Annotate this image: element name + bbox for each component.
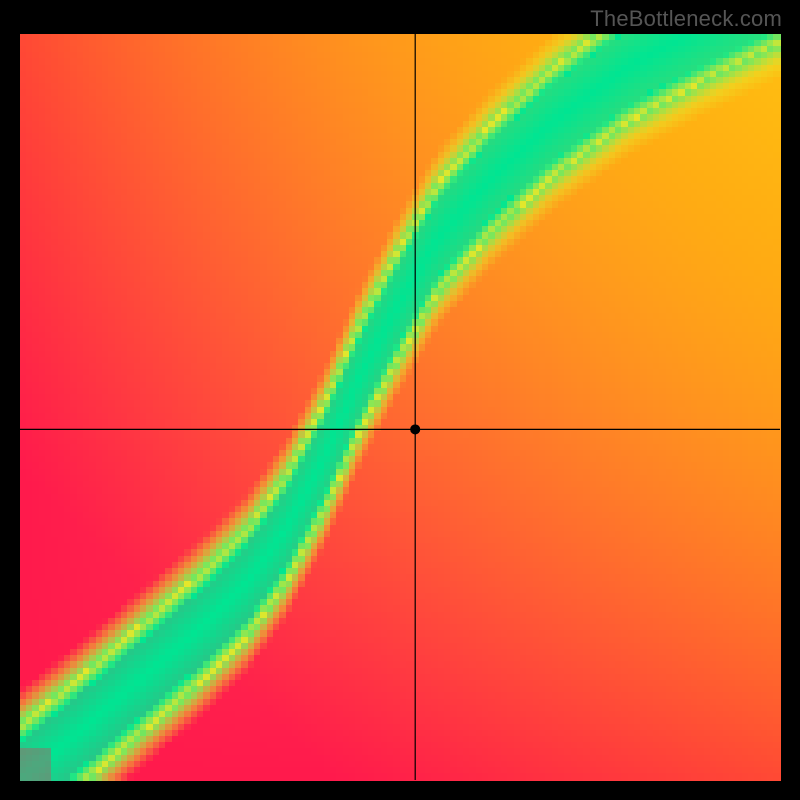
chart-container: TheBottleneck.com — [0, 0, 800, 800]
bottleneck-heatmap — [0, 0, 800, 800]
watermark-text: TheBottleneck.com — [590, 6, 782, 32]
